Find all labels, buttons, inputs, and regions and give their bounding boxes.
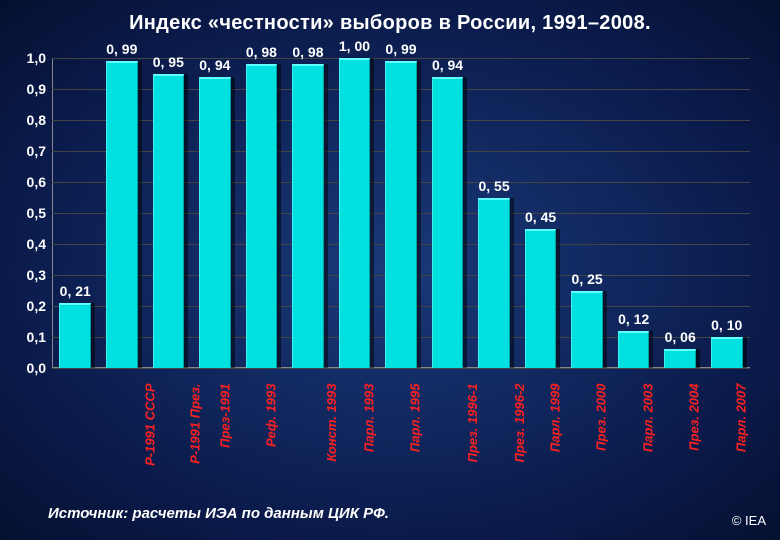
x-axis-label: През. 2000	[593, 384, 608, 451]
bar-value-label: 0, 45	[525, 209, 556, 225]
bar-rect	[385, 61, 417, 368]
bar-rect	[432, 77, 464, 368]
source-text: Источник: расчеты ИЭА по данным ЦИК РФ.	[48, 505, 389, 522]
chart-title: Индекс «честности» выборов в России, 199…	[0, 0, 780, 43]
y-axis-label: 0,3	[10, 267, 46, 283]
bar-value-label: 0, 10	[711, 317, 742, 333]
bar-value-label: 1, 00	[339, 38, 370, 54]
chart-plot-area: 0,00,10,20,30,40,50,60,70,80,91,0 0, 210…	[52, 58, 750, 368]
y-axis-label: 0,8	[10, 112, 46, 128]
y-axis-label: 0,6	[10, 174, 46, 190]
bar-rect	[711, 337, 743, 368]
bar-value-label: 0, 55	[478, 178, 509, 194]
bar-value-label: 0, 95	[153, 54, 184, 70]
x-axis-label: Парл. 1993	[362, 384, 377, 453]
x-axis-label: Парл. 1999	[548, 384, 563, 453]
x-axis-label: Р-1991 СССР	[143, 384, 158, 466]
bar-value-label: 0, 25	[572, 271, 603, 287]
y-axis-label: 0,2	[10, 298, 46, 314]
bar-rect	[292, 64, 324, 368]
bar-value-label: 0, 99	[106, 41, 137, 57]
bar-value-label: 0, 99	[385, 41, 416, 57]
y-axis-label: 0,9	[10, 81, 46, 97]
bar-rect	[664, 349, 696, 368]
bar-rect	[478, 198, 510, 369]
bar-rect	[571, 291, 603, 369]
x-axis-label: През. 1996-1	[465, 384, 480, 463]
copyright-text: © IEA	[732, 513, 766, 528]
x-axis-label: Реф. 1993	[263, 384, 278, 448]
x-axis-label: През. 1996-2	[511, 384, 526, 463]
bar-value-label: 0, 94	[199, 57, 230, 73]
bars-container: 0, 210, 990, 950, 940, 980, 981, 000, 99…	[52, 58, 750, 368]
bar-rect	[246, 64, 278, 368]
grid-line	[52, 368, 750, 369]
x-axis-label: През-1991	[218, 384, 233, 448]
x-axis-label: Парл. 2007	[734, 384, 749, 453]
bar-rect	[618, 331, 650, 368]
bar-value-label: 0, 21	[60, 283, 91, 299]
bar-value-label: 0, 98	[246, 44, 277, 60]
x-axis-label: Р-1991 През.	[187, 384, 202, 464]
y-axis-label: 0,1	[10, 329, 46, 345]
bar-value-label: 0, 98	[292, 44, 323, 60]
y-axis-label: 0,5	[10, 205, 46, 221]
x-axis-label: През. 2004	[686, 384, 701, 451]
y-axis-label: 1,0	[10, 50, 46, 66]
bar-value-label: 0, 94	[432, 57, 463, 73]
bar-value-label: 0, 06	[665, 329, 696, 345]
bar-rect	[525, 229, 557, 369]
y-axis-label: 0,0	[10, 360, 46, 376]
x-axis-label: Конст. 1993	[324, 384, 339, 462]
bar-value-label: 0, 12	[618, 311, 649, 327]
y-axis-label: 0,7	[10, 143, 46, 159]
bar-rect	[339, 58, 371, 368]
x-axis-label: Парл. 1995	[408, 384, 423, 453]
bar-rect	[199, 77, 231, 368]
y-axis-label: 0,4	[10, 236, 46, 252]
bar-rect	[59, 303, 91, 368]
bar-rect	[153, 74, 185, 369]
x-axis-label: Парл. 2003	[641, 384, 656, 453]
bar-rect	[106, 61, 138, 368]
